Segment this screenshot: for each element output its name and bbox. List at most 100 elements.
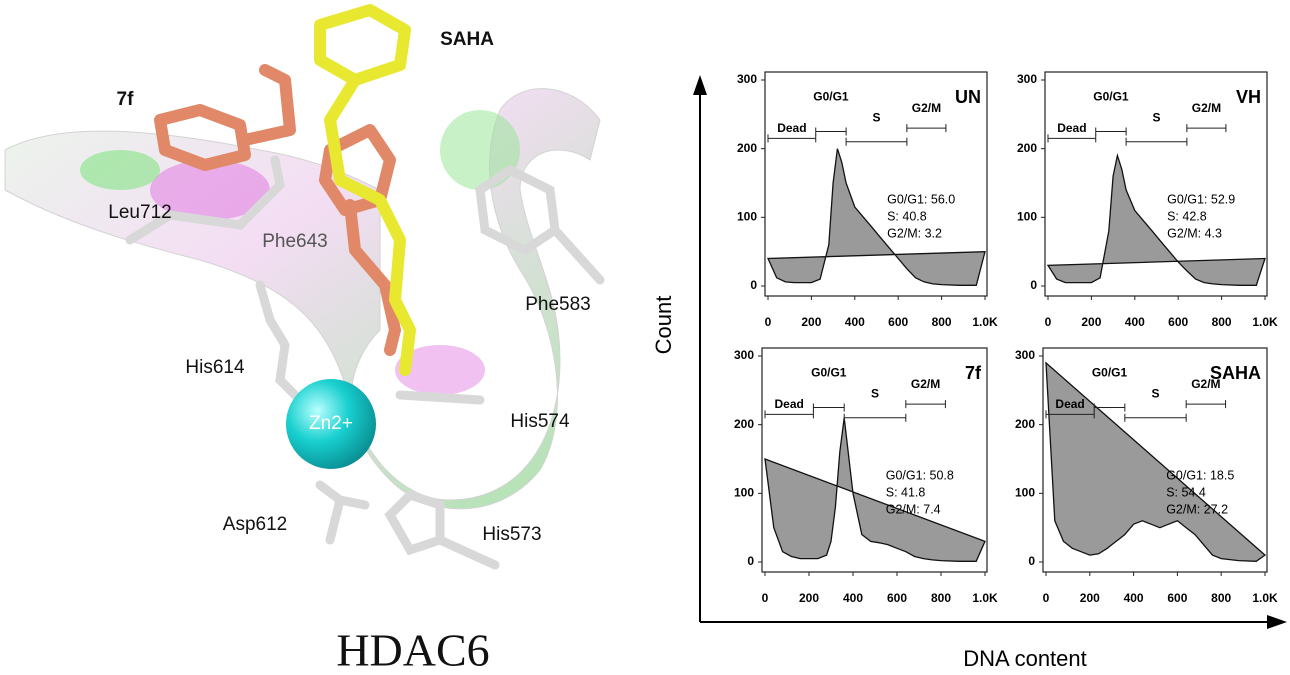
gate-label: S — [871, 387, 879, 401]
x-tick-label: 800 — [1212, 315, 1232, 329]
residue-label: His574 — [510, 411, 570, 432]
gate-label: Dead — [777, 121, 806, 135]
plot-frame — [1042, 347, 1268, 573]
gate-marker — [1045, 410, 1095, 419]
residue-label: Phe583 — [525, 294, 591, 315]
gate-marker — [1095, 127, 1127, 136]
x-tick-label: 600 — [888, 315, 908, 329]
y-tick-label: 300 — [734, 348, 754, 362]
x-axis-label: DNA content — [963, 646, 1087, 671]
x-tick-label: 400 — [845, 315, 865, 329]
histogram-area — [767, 148, 986, 286]
plot-frame — [764, 71, 988, 297]
x-tick-label: 600 — [1167, 591, 1187, 605]
x-tick-label: 600 — [887, 591, 907, 605]
y-tick-label: 0 — [750, 278, 757, 292]
panel-label: 7f — [965, 363, 982, 383]
ligand-label: 7f — [117, 89, 135, 110]
protein-surface — [4, 88, 601, 510]
gate-marker — [843, 413, 907, 422]
gate-marker — [764, 410, 814, 419]
y-tick-label: 0 — [1028, 554, 1035, 568]
gate-marker — [812, 403, 845, 412]
x-tick-label: 1.0K — [972, 591, 998, 605]
x-tick-label: 400 — [843, 591, 863, 605]
plot-frame — [1044, 71, 1268, 297]
gate-marker — [1047, 134, 1097, 143]
x-tick-label: 200 — [1080, 591, 1100, 605]
histogram-area — [764, 417, 986, 562]
shared-axes — [693, 75, 1287, 629]
stat-text: S: 40.8 — [887, 209, 927, 223]
y-tick-label: 200 — [1015, 417, 1035, 431]
x-tick-label: 800 — [932, 315, 952, 329]
y-tick-label: 100 — [734, 486, 754, 500]
stat-text: G2/M: 7.4 — [886, 502, 941, 516]
gate-label: G0/G1 — [1093, 89, 1129, 103]
x-tick-label: 200 — [801, 315, 821, 329]
gate-label: G2/M — [1191, 377, 1220, 391]
gate-label: G2/M — [911, 377, 940, 391]
zinc-ion — [286, 379, 376, 469]
stat-text: G2/M: 27.2 — [1166, 502, 1228, 516]
gate-marker — [815, 127, 847, 136]
gate-label: G0/G1 — [813, 89, 849, 103]
x-tick-label: 0 — [1043, 591, 1050, 605]
y-tick-label: 100 — [1017, 210, 1037, 224]
x-tick-label: 0 — [765, 315, 772, 329]
y-tick-label: 100 — [737, 210, 757, 224]
y-tick-label: 200 — [737, 141, 757, 155]
gate-label: G0/G1 — [811, 365, 847, 379]
gate-label: S — [1152, 111, 1160, 125]
gate-marker — [1186, 124, 1227, 133]
gate-marker — [1185, 400, 1227, 409]
y-tick-label: 100 — [1015, 486, 1035, 500]
histogram-area — [1045, 361, 1267, 562]
plot-frame — [761, 347, 988, 573]
ion-label: Zn2+ — [309, 413, 353, 434]
gate-marker — [1125, 137, 1188, 146]
x-tick-label: 200 — [799, 591, 819, 605]
gate-marker — [1124, 413, 1187, 422]
residue-label: Phe643 — [262, 231, 328, 252]
x-tick-label: 200 — [1081, 315, 1101, 329]
gate-label: Dead — [1057, 121, 1086, 135]
gate-label: Dead — [775, 397, 804, 411]
stat-text: G2/M: 4.3 — [1167, 226, 1222, 240]
x-tick-label: 800 — [1211, 591, 1231, 605]
y-tick-label: 200 — [1017, 141, 1037, 155]
gate-marker — [906, 124, 947, 133]
gate-marker — [1093, 403, 1126, 412]
stat-text: G0/G1: 52.9 — [1167, 192, 1235, 206]
ligand-saha — [314, 4, 416, 376]
residue-sticks — [125, 155, 605, 570]
residue-label: His573 — [482, 524, 541, 545]
x-tick-label: 600 — [1168, 315, 1188, 329]
residue-label: Leu712 — [108, 202, 171, 223]
x-tick-label: 0 — [1045, 315, 1052, 329]
x-tick-label: 400 — [1124, 591, 1144, 605]
panel-label: UN — [955, 87, 981, 107]
x-tick-label: 400 — [1125, 315, 1145, 329]
panel-label: SAHA — [1210, 363, 1261, 383]
gate-marker — [845, 137, 908, 146]
y-tick-label: 300 — [1015, 348, 1035, 362]
ligand-label: SAHA — [440, 29, 494, 50]
gate-marker — [905, 400, 946, 409]
y-tick-label: 300 — [1017, 72, 1037, 86]
gate-label: Dead — [1055, 397, 1084, 411]
panel-label: VH — [1236, 87, 1261, 107]
gate-label: G2/M — [1192, 101, 1221, 115]
stat-text: S: 54.4 — [1166, 485, 1206, 499]
stat-text: G0/G1: 50.8 — [886, 468, 954, 482]
stat-text: G2/M: 3.2 — [887, 226, 942, 240]
x-tick-label: 1.0K — [972, 315, 998, 329]
gate-label: S — [872, 111, 880, 125]
y-axis-label: Count — [651, 296, 676, 355]
gate-marker — [767, 134, 817, 143]
y-tick-label: 0 — [1030, 278, 1037, 292]
stat-text: S: 41.8 — [886, 485, 926, 499]
residue-label: His614 — [185, 357, 245, 378]
stat-text: S: 42.8 — [1167, 209, 1207, 223]
